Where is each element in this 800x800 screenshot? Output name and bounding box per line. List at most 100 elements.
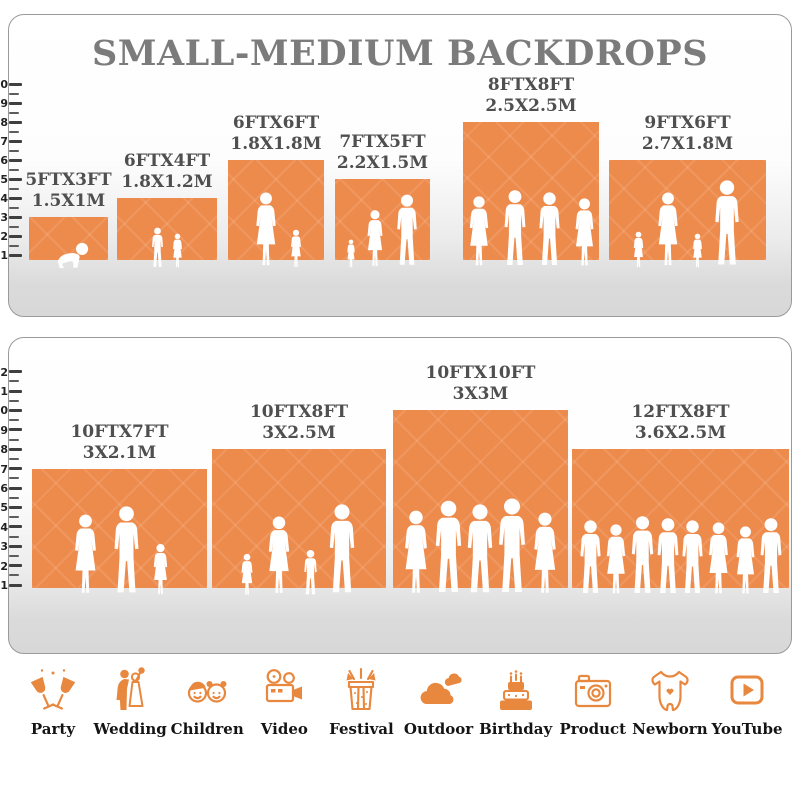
ruler-minor-tick xyxy=(9,516,19,519)
size-in-feet: 8FTX8FT xyxy=(487,75,575,96)
size-in-meters: 1.5X1M xyxy=(31,191,106,212)
ruler-minor-tick xyxy=(9,438,19,441)
ruler-number: 4 xyxy=(0,520,8,534)
woman-silhouette xyxy=(462,195,496,269)
people-silhouettes xyxy=(111,227,223,269)
ruler-major-tick xyxy=(9,564,22,568)
girl-silhouette xyxy=(169,233,186,269)
backdrop-bar xyxy=(29,217,108,269)
man-silhouette-figure xyxy=(499,498,525,592)
man-silhouette xyxy=(575,519,606,597)
size-in-feet: 6FTX6FT xyxy=(232,113,320,134)
girl-silhouette xyxy=(630,231,647,269)
ruler-major-tick xyxy=(9,467,22,471)
youtube-icon xyxy=(723,664,771,714)
man-silhouette-figure xyxy=(579,520,601,593)
backdrop-size-label: 6FTX4FT 1.8X1.2M xyxy=(77,151,257,193)
ruler-number: 5 xyxy=(0,501,8,515)
category-item-newborn: Newborn xyxy=(632,664,708,738)
people-silhouettes xyxy=(457,189,605,269)
ruler-minor-tick xyxy=(9,168,19,171)
category-label: Outdoor xyxy=(403,720,474,738)
man-silhouette xyxy=(323,503,361,597)
woman-silhouette-figure xyxy=(736,526,754,594)
size-in-meters: 2.5X2.5M xyxy=(485,96,577,117)
ruler-number: 10 xyxy=(0,404,8,418)
girl-silhouette xyxy=(237,553,257,597)
woman-silhouette-figure xyxy=(575,198,593,266)
ruler-major-tick xyxy=(9,544,22,548)
people-silhouettes xyxy=(206,503,392,597)
category-label: Children xyxy=(170,720,244,738)
girl-silhouette-figure xyxy=(172,233,182,268)
man-silhouette-figure xyxy=(657,518,678,593)
ruler-number: 6 xyxy=(0,482,8,496)
girl-silhouette-figure xyxy=(241,553,253,595)
woman-silhouette xyxy=(729,525,762,597)
man-silhouette-figure xyxy=(715,180,739,265)
ruler-number: 3 xyxy=(0,540,8,554)
boy-silhouette-figure xyxy=(151,227,163,267)
ruler-minor-tick xyxy=(9,496,19,499)
category-item-video: Video xyxy=(247,664,321,738)
size-in-feet: 10FTX8FT xyxy=(249,402,349,423)
category-item-birthday: Birthday xyxy=(479,664,553,738)
ruler-major-tick xyxy=(9,505,22,509)
ruler-number: 7 xyxy=(0,135,8,149)
people-silhouettes xyxy=(23,241,114,269)
woman-silhouette-figure xyxy=(75,514,96,593)
backdrop-bar xyxy=(228,160,324,267)
backdrop-size-label: 5FTX3FT 1.5X1M xyxy=(0,170,159,212)
ruler-number: 11 xyxy=(0,385,8,399)
man-silhouette-figure xyxy=(538,192,560,265)
ruler-major-tick xyxy=(9,583,22,587)
festival-icon xyxy=(337,664,385,714)
backdrop-size-label: 10FTX7FT 3X2.1M xyxy=(30,422,210,464)
woman-silhouette xyxy=(599,523,633,597)
category-item-product: Product xyxy=(556,664,630,738)
people-silhouettes xyxy=(603,179,772,269)
category-label: YouTube xyxy=(711,720,783,738)
man-silhouette-figure xyxy=(504,190,525,265)
size-in-meters: 1.8X1.8M xyxy=(230,134,322,155)
size-in-meters: 3X2.1M xyxy=(82,442,157,463)
man-silhouette xyxy=(677,519,708,597)
boy-silhouette-figure xyxy=(304,549,317,595)
ruler-number: 10 xyxy=(0,78,8,92)
size-in-feet: 6FTX4FT xyxy=(123,151,211,172)
people-silhouettes xyxy=(329,193,436,269)
woman-silhouette xyxy=(525,511,565,597)
size-in-meters: 1.8X1.2M xyxy=(121,172,213,193)
man-silhouette-figure xyxy=(681,520,703,593)
ruler-major-tick xyxy=(9,428,22,432)
backdrop-size-label: 7FTX5FT 2.2X1.5M xyxy=(293,132,473,174)
woman-silhouette-figure xyxy=(606,524,625,594)
size-in-feet: 7FTX5FT xyxy=(339,132,426,153)
woman-silhouette xyxy=(361,209,389,269)
man-silhouette-figure xyxy=(467,504,493,593)
girl-silhouette-figure xyxy=(290,229,301,267)
girl-silhouette-figure xyxy=(633,231,644,268)
party-icon xyxy=(29,664,77,714)
ruler-minor-tick xyxy=(9,399,19,402)
category-item-outdoor: Outdoor xyxy=(402,664,476,738)
category-label: Product xyxy=(559,720,627,738)
size-in-meters: 3.6X2.5M xyxy=(634,423,727,444)
man-silhouette xyxy=(709,179,745,269)
ruler-number: 5 xyxy=(0,173,8,187)
category-item-party: Party xyxy=(16,664,90,738)
ruler-minor-tick xyxy=(9,130,19,133)
man-silhouette-figure xyxy=(329,504,355,593)
ruler-minor-tick xyxy=(9,457,19,460)
backdrop-bar xyxy=(572,449,789,594)
ruler-number: 1 xyxy=(0,579,8,593)
woman-silhouette xyxy=(701,521,736,597)
man-silhouette xyxy=(429,499,468,597)
ruler-minor-tick xyxy=(9,225,19,228)
girl-silhouette-figure xyxy=(693,233,702,268)
man-silhouette-figure xyxy=(396,194,417,265)
category-label: Birthday xyxy=(479,720,553,738)
ruler-number: 9 xyxy=(0,97,8,111)
man-silhouette xyxy=(499,189,531,269)
ruler-major-tick xyxy=(9,486,22,490)
